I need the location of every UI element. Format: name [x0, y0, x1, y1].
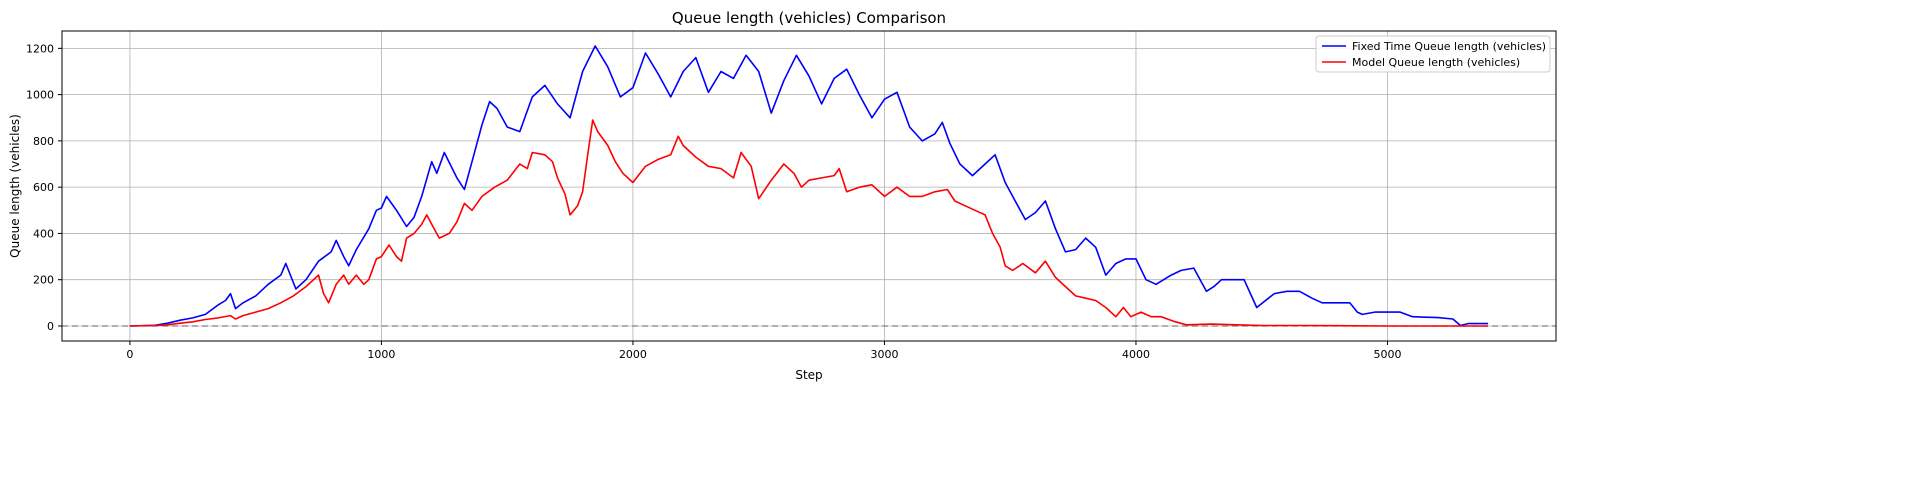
- y-tick-label: 1000: [26, 89, 54, 102]
- x-tick-label: 3000: [870, 348, 898, 361]
- y-tick-label: 200: [33, 274, 54, 287]
- y-axis-ticks: 0 200 400 600 800 1000 1200: [26, 42, 62, 333]
- y-tick-label: 400: [33, 227, 54, 240]
- chart-legend: Fixed Time Queue length (vehicles) Model …: [1315, 35, 1551, 73]
- y-tick-label: 1200: [26, 42, 54, 55]
- y-tick-label: 600: [33, 181, 54, 194]
- chart-title: Queue length (vehicles) Comparison: [672, 9, 946, 27]
- y-tick-label: 800: [33, 135, 54, 148]
- series-line-1: [129, 45, 1489, 327]
- x-axis-ticks: 0 1000 2000 3000 4000 5000: [126, 341, 1401, 361]
- x-tick-label: 4000: [1122, 348, 1150, 361]
- series-line-2: [129, 119, 1489, 327]
- x-tick-label: 0: [126, 348, 133, 361]
- plot-frame: [61, 30, 1557, 342]
- x-tick-label: 5000: [1373, 348, 1401, 361]
- x-tick-label: 1000: [367, 348, 395, 361]
- y-tick-label: 0: [47, 320, 54, 333]
- legend-entry: Model Queue length (vehicles): [1352, 56, 1520, 69]
- x-tick-label: 2000: [619, 348, 647, 361]
- grid: [62, 31, 1556, 341]
- legend-entry: Fixed Time Queue length (vehicles): [1352, 40, 1546, 53]
- x-axis-label: Step: [795, 368, 822, 382]
- series-group: [129, 45, 1489, 327]
- y-axis-label: Queue length (vehicles): [8, 114, 22, 258]
- legend-box: [1315, 35, 1551, 73]
